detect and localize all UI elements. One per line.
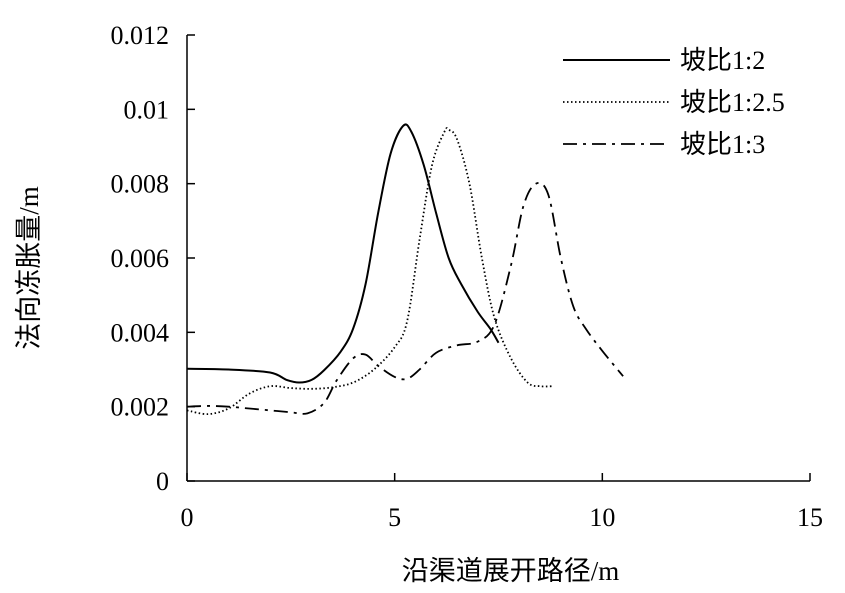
y-tick-label: 0.01 (124, 95, 170, 124)
y-tick-label: 0.006 (111, 244, 170, 273)
x-tick-label: 5 (388, 503, 401, 532)
series-line-3 (186, 181, 624, 415)
y-tick-label: 0 (156, 467, 169, 496)
y-axis-ticks: 0 0.002 0.004 0.006 0.008 0.01 0.012 (111, 21, 195, 496)
legend: 坡比1:2 坡比1:2.5 坡比1:3 (563, 46, 785, 159)
legend-label-1: 坡比1:2 (680, 46, 765, 75)
y-tick-label: 0.002 (111, 393, 170, 422)
x-tick-label: 15 (797, 503, 823, 532)
x-tick-label: 10 (589, 503, 615, 532)
series-line-1 (186, 123, 500, 384)
y-tick-label: 0.008 (111, 170, 170, 199)
series-line-2 (186, 127, 553, 416)
y-tick-label: 0.004 (111, 318, 170, 347)
x-tick-label: 0 (181, 503, 194, 532)
series-layer (186, 123, 624, 416)
legend-label-2: 坡比1:2.5 (680, 88, 785, 117)
y-tick-label: 0.012 (111, 21, 170, 50)
x-axis-ticks: 0 5 10 15 (181, 473, 823, 532)
legend-label-3: 坡比1:3 (680, 130, 765, 159)
y-axis-title: 法向冻胀量/m (14, 186, 44, 350)
x-axis-title: 沿渠道展开路径/m (402, 556, 620, 586)
